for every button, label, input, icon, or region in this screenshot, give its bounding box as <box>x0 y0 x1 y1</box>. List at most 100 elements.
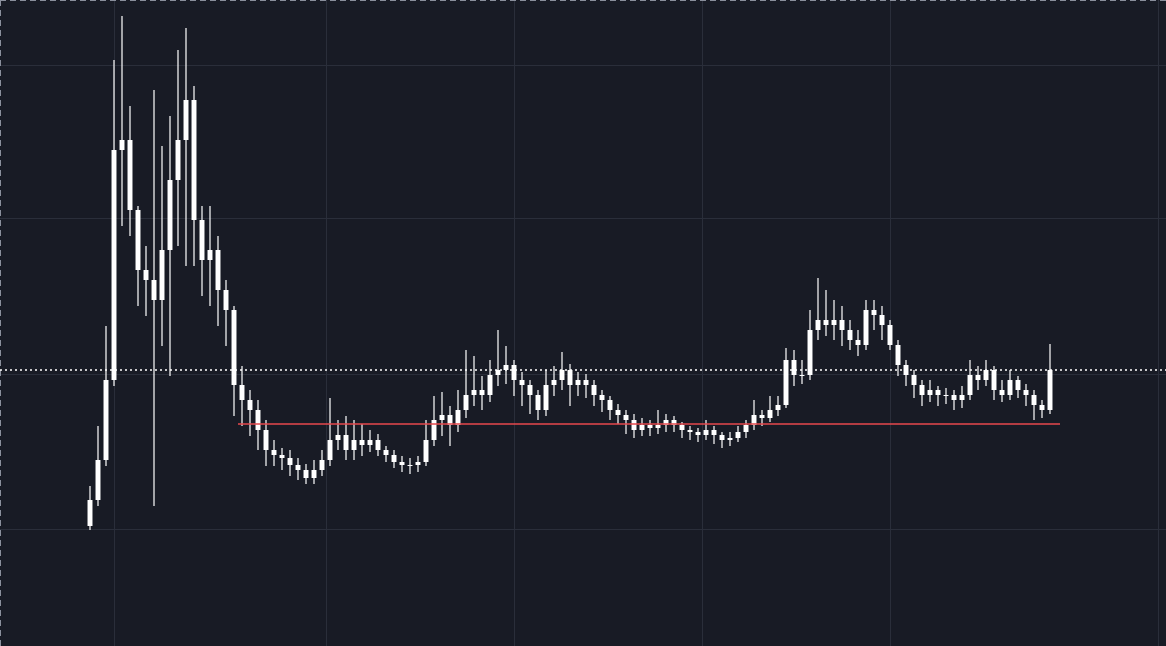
candle-body <box>823 320 829 325</box>
candle-body <box>527 385 533 395</box>
candle-body <box>127 140 133 210</box>
candle-body <box>119 140 125 150</box>
candle-body <box>583 380 589 385</box>
candle-body <box>239 385 245 400</box>
candle-body <box>471 390 477 395</box>
candle-body <box>511 365 517 380</box>
candle-body <box>703 430 709 435</box>
candle-body <box>1023 390 1029 395</box>
candle-body <box>855 340 861 345</box>
candle-body <box>1039 405 1045 410</box>
candle-body <box>599 395 605 400</box>
candle-body <box>711 430 717 435</box>
candle-body <box>951 395 957 400</box>
candle-body <box>807 330 813 375</box>
candle-body <box>847 330 853 340</box>
candle-body <box>943 395 949 396</box>
candle-body <box>367 440 373 445</box>
candle-body <box>615 410 621 415</box>
candle-body <box>775 405 781 410</box>
candle-body <box>879 315 885 325</box>
candle-body <box>1015 380 1021 390</box>
candle-body <box>439 415 445 420</box>
candle-body <box>591 385 597 395</box>
candle-body <box>679 425 685 430</box>
candle-body <box>255 410 261 430</box>
candle-body <box>743 425 749 432</box>
candle-body <box>335 435 341 440</box>
candle-body <box>327 440 333 460</box>
candle-body <box>415 462 421 465</box>
candle-body <box>183 100 189 140</box>
candle-body <box>375 440 381 450</box>
candle-body <box>479 390 485 395</box>
candle-body <box>487 375 493 395</box>
candle-body <box>631 420 637 430</box>
candle-body <box>791 360 797 375</box>
candle-body <box>727 438 733 440</box>
candle-body <box>751 415 757 425</box>
candle-body <box>535 395 541 410</box>
candle-body <box>383 450 389 455</box>
candle-body <box>319 460 325 470</box>
candle-body <box>1047 370 1053 410</box>
candle-body <box>191 100 197 220</box>
candle-body <box>423 440 429 462</box>
candle-body <box>463 395 469 410</box>
candle-body <box>999 390 1005 395</box>
candle-body <box>863 310 869 345</box>
candle-body <box>295 465 301 470</box>
candle-body <box>231 310 237 385</box>
candle-body <box>567 370 573 385</box>
candle-body <box>495 370 501 375</box>
candle-body <box>1007 380 1013 395</box>
candle-body <box>87 500 93 526</box>
candle-body <box>543 385 549 410</box>
candle-body <box>1031 395 1037 405</box>
candle-body <box>247 400 253 410</box>
candle-body <box>503 365 509 370</box>
candle-body <box>455 410 461 425</box>
candle-body <box>959 395 965 400</box>
candle-body <box>391 455 397 462</box>
candle-body <box>575 380 581 385</box>
candle-body <box>767 410 773 418</box>
candle-body <box>799 375 805 376</box>
candle-body <box>551 380 557 385</box>
candle-body <box>279 455 285 458</box>
candle-body <box>719 435 725 440</box>
candle-body <box>271 450 277 455</box>
candle-body <box>447 415 453 425</box>
candle-body <box>639 425 645 430</box>
candle-body <box>431 420 437 440</box>
candle-body <box>343 435 349 450</box>
candle-body <box>911 375 917 385</box>
candle-body <box>175 140 181 180</box>
candle-body <box>407 465 413 466</box>
candle-body <box>519 380 525 385</box>
candle-body <box>967 375 973 395</box>
candle-body <box>215 250 221 290</box>
candle-body <box>927 390 933 395</box>
candle-body <box>735 432 741 438</box>
candle-body <box>895 345 901 365</box>
candle-body <box>143 270 149 280</box>
candle-body <box>887 325 893 345</box>
candle-body <box>975 375 981 380</box>
candle-body <box>655 425 661 428</box>
candle-body <box>559 370 565 380</box>
candle-body <box>663 420 669 425</box>
candle-body <box>607 400 613 410</box>
candle-body <box>303 470 309 478</box>
candle-body <box>207 250 213 260</box>
candle-body <box>695 432 701 435</box>
candle-body <box>783 360 789 405</box>
candle-body <box>351 440 357 450</box>
candle-body <box>647 425 653 428</box>
candle-body <box>871 310 877 315</box>
candle-body <box>671 420 677 425</box>
candle-body <box>919 385 925 395</box>
candle-body <box>159 250 165 300</box>
